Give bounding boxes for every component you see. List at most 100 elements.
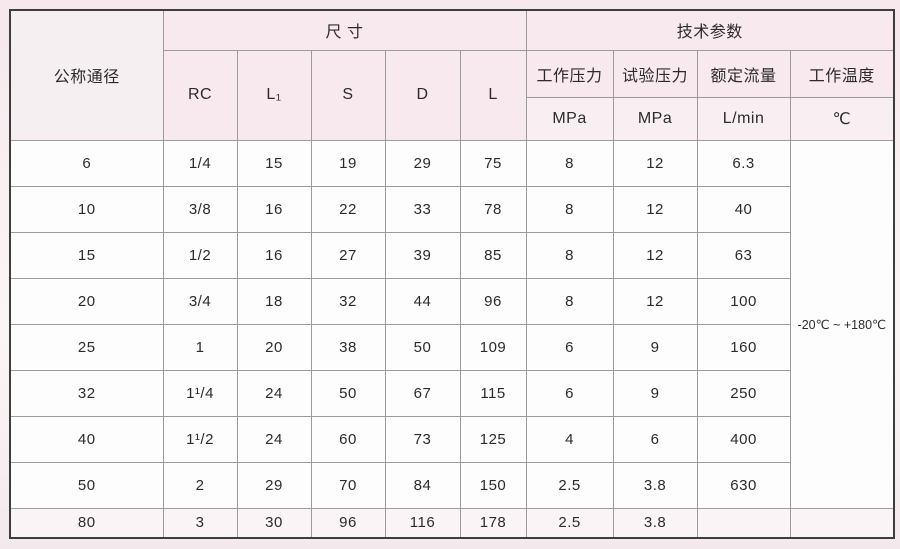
table-cell: 160: [696, 323, 791, 371]
table-cell: 80: [9, 507, 164, 539]
table-cell: 12: [612, 277, 698, 325]
table-cell: 1/4: [162, 139, 238, 187]
table-row-dn25: 25 1 20 38 50 109 6 9 160: [9, 323, 894, 371]
table-cell: 75: [459, 139, 527, 187]
table-cell: 3: [162, 507, 238, 539]
table-cell: 250: [696, 369, 791, 417]
table-cell: 85: [459, 231, 527, 279]
table-cell: 18: [236, 277, 312, 325]
table-cell: 40: [9, 415, 164, 463]
table-cell: 9: [612, 323, 698, 371]
table-cell: 32: [310, 277, 386, 325]
table-cell: 19: [310, 139, 386, 187]
table-cell: 78: [459, 185, 527, 233]
table-cell: 24: [236, 369, 312, 417]
table-cell: 1¹/4: [162, 369, 238, 417]
table-row-dn50: 50 2 29 70 84 150 2.5 3.8 630: [9, 461, 894, 509]
table-cell: 6: [9, 139, 164, 187]
table-cell: 15: [9, 231, 164, 279]
table-cell: 125: [459, 415, 527, 463]
table-cell: 38: [310, 323, 386, 371]
table-cell: 150: [459, 461, 527, 509]
table-cell: 8: [525, 185, 614, 233]
table-cell: 25: [9, 323, 164, 371]
table-cell: 3.8: [612, 461, 698, 509]
table-cell: 70: [310, 461, 386, 509]
table-row-dn20: 20 3/4 18 32 44 96 8 12 100: [9, 277, 894, 325]
table-cell: 6: [525, 369, 614, 417]
table-row-dn80: 80 3 30 96 116 178 2.5 3.8: [9, 507, 895, 539]
table-cell: 96: [459, 277, 527, 325]
unit-rated-flow: L/min: [696, 96, 791, 141]
table-cell: 178: [459, 507, 527, 539]
table-cell: 3/4: [162, 277, 238, 325]
table-cell: 84: [384, 461, 461, 509]
table-cell: 16: [236, 231, 312, 279]
table-cell: 115: [459, 369, 527, 417]
table-cell: 73: [384, 415, 461, 463]
table-cell: 8: [525, 231, 614, 279]
table-cell: 16: [236, 185, 312, 233]
table-cell: 1/2: [162, 231, 238, 279]
table-cell: 29: [236, 461, 312, 509]
table-cell: 6.3: [696, 139, 791, 187]
table-cell: [696, 507, 791, 539]
table-cell: 630: [696, 461, 791, 509]
table-cell: 50: [384, 323, 461, 371]
col-header-l: L: [459, 49, 527, 141]
col-header-l1: L₁: [236, 49, 312, 141]
col-header-working-temperature: 工作温度: [789, 49, 895, 98]
table-cell: 4: [525, 415, 614, 463]
unit-working-pressure: MPa: [525, 96, 614, 141]
header-row-groups: 公称通径 尺 寸 技术参数: [9, 9, 895, 141]
table-row-dn15: 15 1/2 16 27 39 85 8 12 63: [9, 231, 894, 279]
table-cell: 400: [696, 415, 791, 463]
table-cell: 60: [310, 415, 386, 463]
table-cell: 67: [384, 369, 461, 417]
table-cell: 30: [236, 507, 312, 539]
table-cell: 29: [384, 139, 461, 187]
table-cell: 2: [162, 461, 238, 509]
table-cell: 6: [612, 415, 698, 463]
table-cell: 20: [236, 323, 312, 371]
table-cell: 116: [384, 507, 461, 539]
table-cell: 33: [384, 185, 461, 233]
table-cell: 39: [384, 231, 461, 279]
spec-table: 公称通径 尺 寸 技术参数 RC L₁ S D L 工作压力 试验压力 额定流量…: [9, 9, 896, 539]
table-cell: 12: [612, 185, 698, 233]
col-header-test-pressure: 试验压力: [612, 49, 698, 98]
table-cell: 10: [9, 185, 164, 233]
table-cell: 3/8: [162, 185, 238, 233]
tech-params-group-header: 技术参数: [525, 9, 895, 51]
table-cell: 2.5: [525, 507, 614, 539]
col-header-s: S: [310, 49, 386, 141]
table-cell: 63: [696, 231, 791, 279]
table-cell: 22: [310, 185, 386, 233]
table-cell: 8: [525, 139, 614, 187]
col-header-working-pressure: 工作压力: [525, 49, 614, 98]
table-cell: 15: [236, 139, 312, 187]
table-row-dn40: 40 1¹/2 24 60 73 125 4 6 400: [9, 415, 894, 463]
table-cell: 50: [310, 369, 386, 417]
nominal-diameter-header: 公称通径: [9, 9, 164, 141]
header-row-units: MPa MPa L/min ℃: [10, 96, 895, 141]
unit-working-temperature: ℃: [789, 96, 895, 141]
col-header-rc: RC: [162, 49, 238, 141]
table-cell: 40: [696, 185, 791, 233]
table-cell: 50: [9, 461, 164, 509]
table-cell: 8: [525, 277, 614, 325]
unit-test-pressure: MPa: [612, 96, 698, 141]
header-row-labels: RC L₁ S D L 工作压力 试验压力 额定流量 工作温度: [10, 49, 895, 141]
dimensions-group-header: 尺 寸: [162, 9, 527, 51]
table-cell: 3.8: [612, 507, 698, 539]
table-cell: 1¹/2: [162, 415, 238, 463]
table-cell: 44: [384, 277, 461, 325]
col-header-d: D: [384, 49, 461, 141]
table-cell: 12: [612, 139, 698, 187]
table-cell: 109: [459, 323, 527, 371]
table-cell: 1: [162, 323, 238, 371]
table-cell: [789, 507, 895, 539]
table-cell: 2.5: [525, 461, 614, 509]
table-cell: 27: [310, 231, 386, 279]
table-row-dn32: 32 1¹/4 24 50 67 115 6 9 250: [9, 369, 894, 417]
